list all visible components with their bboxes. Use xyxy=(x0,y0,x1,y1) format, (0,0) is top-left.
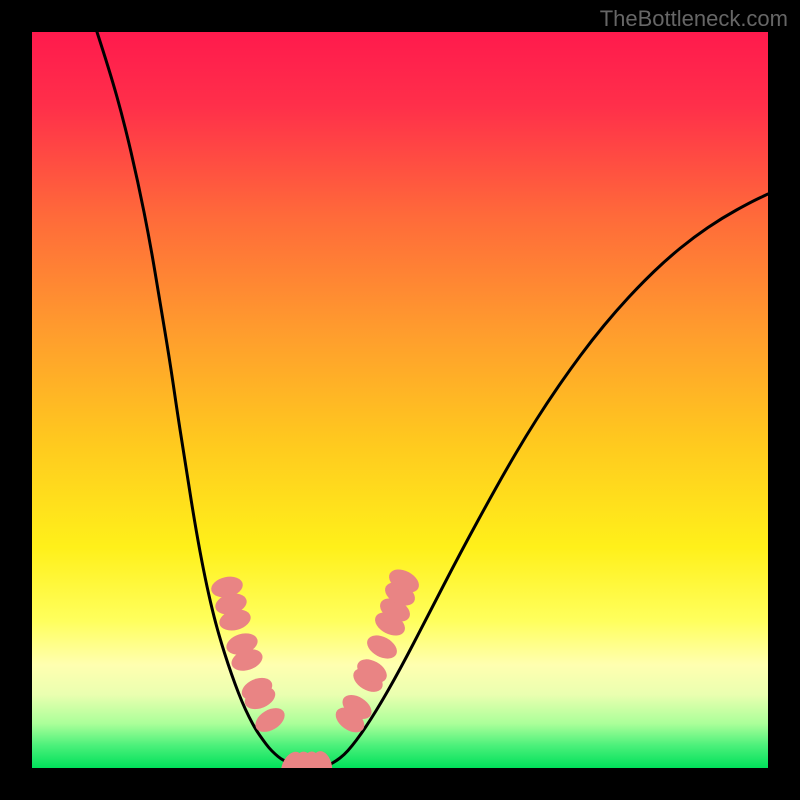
marker-dot xyxy=(363,631,401,664)
watermark-text: TheBottleneck.com xyxy=(600,6,788,32)
bottleneck-curve xyxy=(97,32,768,768)
chart-container: TheBottleneck.com xyxy=(0,0,800,800)
markers xyxy=(209,565,423,768)
curve-layer xyxy=(32,32,768,768)
plot-area xyxy=(32,32,768,768)
